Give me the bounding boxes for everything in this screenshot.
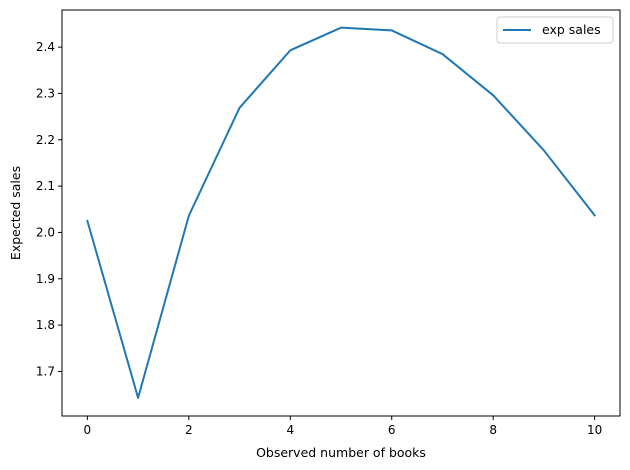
plot-frame <box>61 9 621 417</box>
legend-box <box>496 16 614 44</box>
y-tick-label: 1.9 <box>36 272 55 286</box>
series-layer <box>86 26 597 399</box>
y-axis-label: Expected sales <box>8 166 23 260</box>
x-tick-label: 4 <box>286 423 294 437</box>
x-tick-label: 2 <box>185 423 193 437</box>
plot-area <box>62 10 620 416</box>
legend: exp sales <box>496 16 614 44</box>
x-tick-label: 6 <box>388 423 396 437</box>
y-tick-label: 2.1 <box>36 179 55 193</box>
y-tick-label: 1.7 <box>36 364 55 378</box>
x-tick-label: 8 <box>489 423 497 437</box>
legend-label-exp-sales: exp sales <box>542 22 601 37</box>
series-line-exp-sales <box>86 26 597 399</box>
x-axis-ticks: 0 2 4 6 8 10 <box>84 416 602 437</box>
y-tick-label: 2.2 <box>36 133 55 147</box>
y-tick-label: 2.3 <box>36 86 55 100</box>
x-tick-label: 10 <box>587 423 602 437</box>
x-axis-label: Observed number of books <box>256 445 426 460</box>
y-tick-label: 2.4 <box>36 40 55 54</box>
x-tick-label: 0 <box>84 423 92 437</box>
y-axis-ticks: 1.7 1.8 1.9 2.0 2.1 2.2 2.3 2.4 <box>36 40 62 378</box>
y-tick-label: 1.8 <box>36 318 55 332</box>
y-tick-label: 2.0 <box>36 225 55 239</box>
